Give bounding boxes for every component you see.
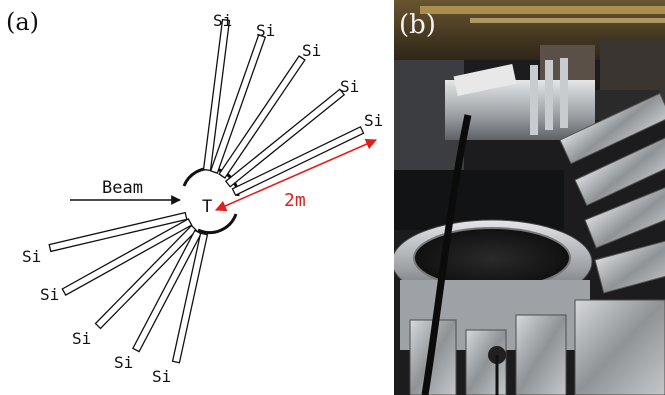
si-detector-label: Si (114, 353, 133, 372)
si-detector-tube (209, 34, 267, 174)
beam-label: Beam (102, 178, 143, 198)
si-detector-tube (61, 218, 193, 296)
si-detector-tube (171, 232, 209, 364)
panel-b-label: (b) (399, 10, 436, 40)
panel-a: (a) Si Si Si Si Si Si Si Si Si Si Beam T 2m (6, 8, 383, 386)
si-detector-tube (202, 18, 231, 172)
si-detector-label: Si (364, 111, 383, 130)
si-detector-label: Si (40, 285, 59, 304)
si-detector-label: Si (152, 367, 171, 386)
si-detector-label: Si (213, 11, 232, 30)
panel-b-photo: (b) (394, 0, 665, 395)
si-detector-label: Si (340, 77, 359, 96)
si-detector-label: Si (22, 247, 41, 266)
si-detector-tube (94, 224, 198, 330)
si-detector-tube (132, 229, 202, 353)
panel-a-label: (a) (6, 8, 39, 36)
distance-arrow (214, 138, 378, 212)
target-label: T (202, 197, 212, 217)
distance-label: 2m (284, 190, 306, 211)
si-detector-label: Si (302, 41, 321, 60)
si-detector-label: Si (72, 329, 91, 348)
si-detector-tube (48, 211, 188, 253)
si-detector-label: Si (256, 21, 275, 40)
